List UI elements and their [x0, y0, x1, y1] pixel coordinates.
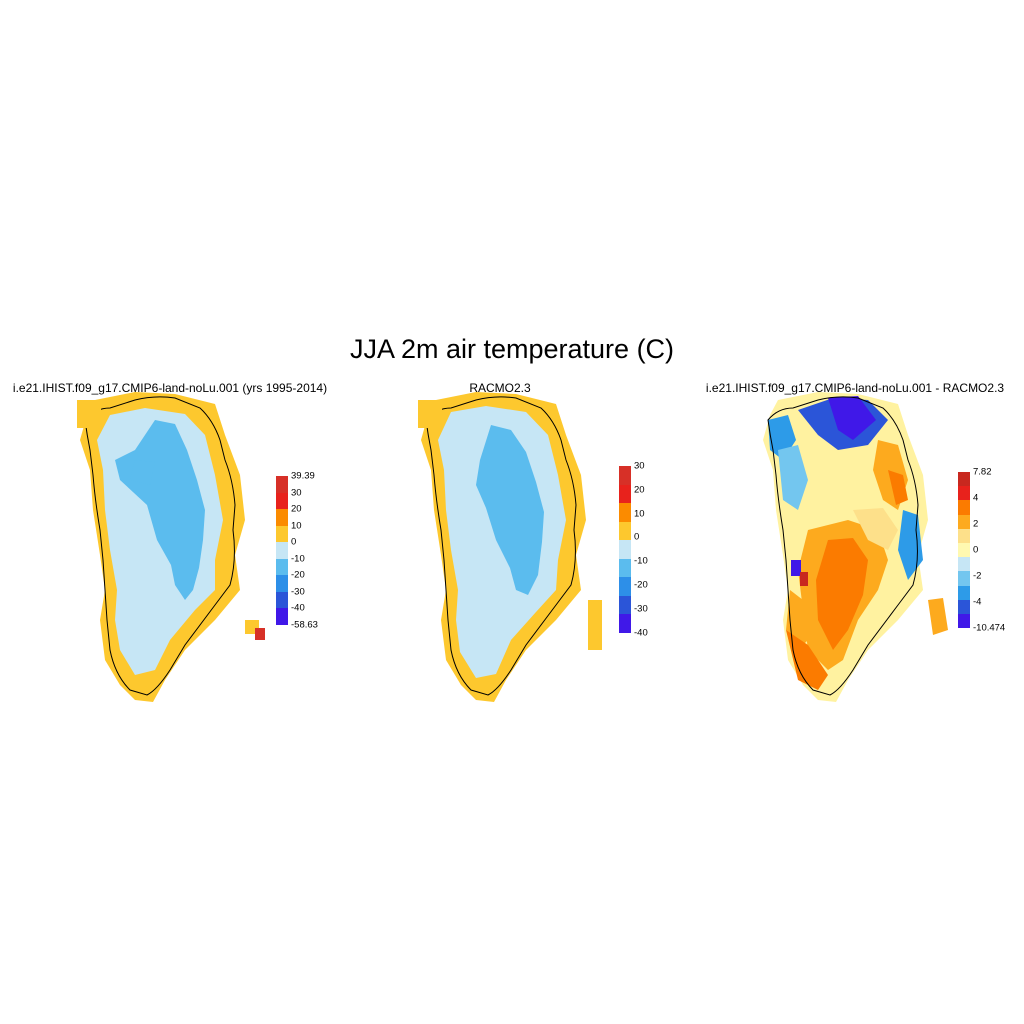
colorbar-swatch	[619, 558, 631, 577]
colorbar-label: -4	[973, 596, 982, 608]
colorbar-label: 10	[291, 520, 302, 531]
colorbar-swatch	[276, 575, 288, 592]
colorbar-swatch	[958, 528, 970, 543]
colorbar-swatch	[619, 577, 631, 596]
colorbar-label: 7.82	[973, 466, 992, 478]
colorbar-label: 39.39	[291, 470, 315, 482]
panel-title-difference: i.e21.IHIST.f09_g17.CMIP6-land-noLu.001 …	[705, 381, 1005, 395]
colorbar-label: -10	[291, 553, 305, 564]
colorbar-label: -2	[973, 570, 982, 582]
colorbar-swatch	[276, 608, 288, 625]
ice-interior	[476, 425, 544, 595]
map-racmo	[418, 392, 602, 702]
colorbar-swatch	[276, 476, 288, 493]
colorbar-label: -30	[634, 603, 648, 615]
colorbar-swatch	[619, 503, 631, 522]
colorbar-label: 20	[634, 484, 645, 496]
colorbar-swatch	[276, 542, 288, 559]
colorbar-swatch	[958, 614, 970, 629]
colorbar-swatch	[958, 543, 970, 558]
colorbar-swatch	[619, 466, 631, 485]
coastline	[84, 396, 236, 696]
colorbar-model: 39.39 30 20 10 0 -10 -20 -30 -40 -58.63	[276, 471, 336, 630]
colorbar-swatch	[276, 525, 288, 542]
coastline	[767, 396, 919, 696]
colorbar-label: -20	[634, 579, 648, 591]
colorbar-swatch	[619, 521, 631, 540]
colorbar-swatch	[619, 595, 631, 614]
colorbar-swatch	[958, 472, 970, 487]
colorbar-label: 2	[973, 518, 979, 530]
colorbar-swatch	[276, 558, 288, 575]
colorbar-swatch	[958, 571, 970, 586]
figure-title: JJA 2m air temperature (C)	[349, 334, 675, 364]
ice-interior	[130, 460, 155, 485]
colorbar-label: -58.63	[291, 619, 318, 630]
colorbar-label: 0	[634, 531, 640, 543]
colorbar-swatch	[619, 484, 631, 503]
colorbar-label: 30	[291, 487, 302, 498]
colorbar-swatch	[958, 514, 970, 529]
colorbar-swatch	[276, 591, 288, 608]
colorbar-swatch	[619, 540, 631, 559]
colorbar-swatch	[619, 614, 631, 633]
colorbar-label: 0	[973, 544, 979, 556]
coastline	[425, 396, 577, 696]
colorbar-racmo: 30 20 10 0 -10 -20 -30 -40	[619, 461, 669, 638]
panel-title-model: i.e21.IHIST.f09_g17.CMIP6-land-noLu.001 …	[12, 381, 328, 395]
colorbar-label: -40	[634, 627, 648, 638]
colorbar-swatch	[958, 585, 970, 600]
colorbar-swatch	[276, 509, 288, 526]
colorbar-label: -40	[291, 602, 305, 614]
colorbar-label: -30	[291, 586, 305, 597]
colorbar-label: 30	[634, 460, 645, 472]
colorbar-label: -10	[634, 555, 648, 567]
colorbar-label: -10.474	[973, 622, 1006, 634]
colorbar-swatch	[276, 492, 288, 509]
colorbar-swatch	[958, 486, 970, 501]
map-difference	[763, 392, 948, 702]
colorbar-swatch	[958, 557, 970, 572]
map-model	[77, 392, 265, 702]
colorbar-label: 0	[291, 536, 297, 548]
colorbar-label: -20	[291, 569, 305, 581]
colorbar-difference: 7.82 4 2 0 -2 -4 -10.474	[958, 467, 1024, 634]
colorbar-label: 20	[291, 503, 302, 515]
colorbar-swatch	[958, 500, 970, 515]
colorbar-label: 4	[973, 492, 979, 504]
panel-title-racmo: RACMO2.3	[469, 381, 531, 395]
colorbar-label: 10	[634, 508, 645, 520]
colorbar-swatch	[958, 599, 970, 614]
